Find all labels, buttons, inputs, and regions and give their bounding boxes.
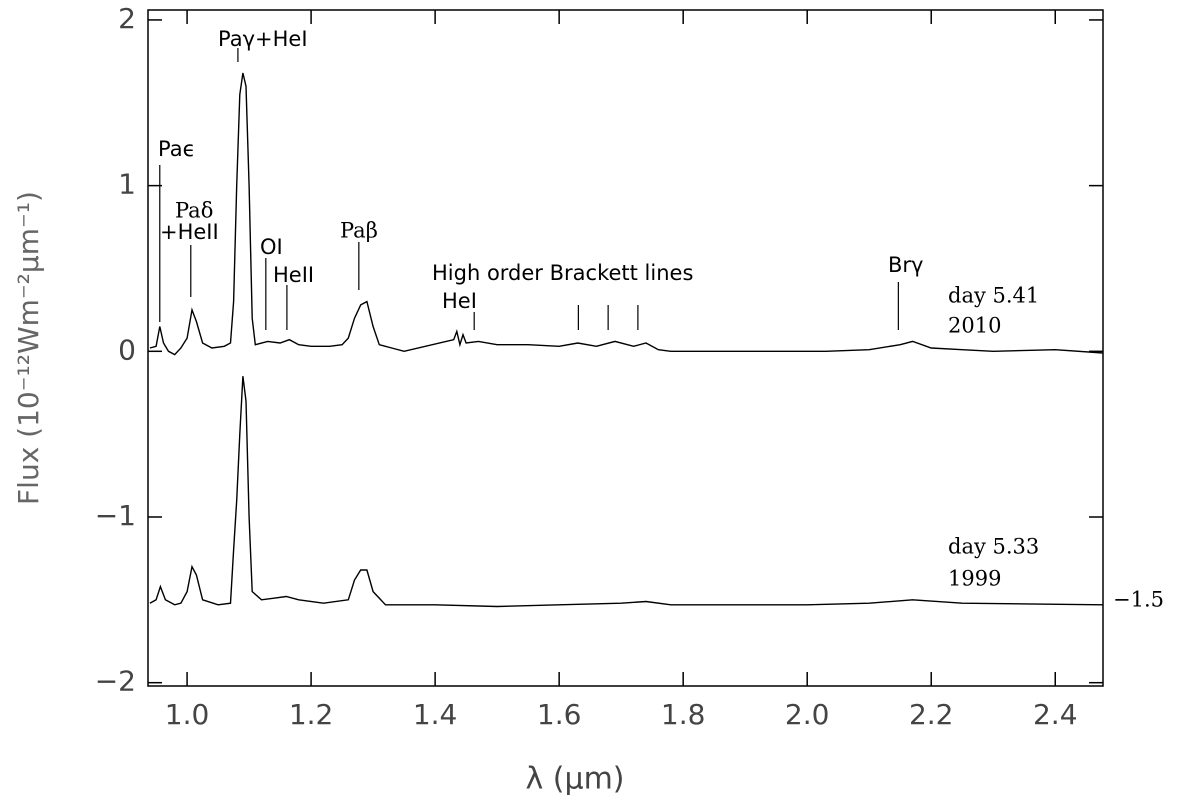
series-label: 1999 [948,567,1001,591]
line-annotation: Paγ+HeI [218,27,308,51]
series-label: day 5.33 [948,535,1039,559]
y-tick-label: 0 [118,333,136,366]
line-annotation: OI [260,235,283,259]
y-tick-label: −1 [95,499,136,532]
x-tick-label: 1.2 [289,698,334,731]
plot-frame [147,9,1104,687]
line-annotation: +HeII [160,220,219,244]
y-tick-label: 2 [118,2,136,35]
spectrum-line [149,376,1104,608]
y-axis-label: Flux (10⁻¹²Wm⁻²μm⁻¹) [12,191,45,505]
y-tick-label: 1 [118,168,136,201]
spectrum-line [149,72,1104,356]
series-label: 2010 [948,314,1001,338]
series-label: day 5.41 [948,284,1039,308]
x-tick-label: 2.0 [785,698,830,731]
x-tick-label: 2.2 [909,698,954,731]
x-tick-label: 1.4 [413,698,458,731]
x-axis-label: λ (μm) [525,762,624,797]
line-annotation: High order Brackett lines [432,261,693,285]
y-tick-label: −2 [95,665,136,698]
x-tick-label: 1.8 [661,698,706,731]
line-annotation: Paβ [340,219,378,243]
line-annotation: HeI [442,289,477,313]
x-tick-label: 1.0 [165,698,210,731]
line-annotation: HeII [273,263,314,287]
line-annotation: Paδ [175,199,213,223]
offset-label: −1.5 [1113,588,1164,612]
x-tick-label: 1.6 [537,698,582,731]
x-tick-label: 2.4 [1033,698,1078,731]
line-annotation: Brγ [888,253,923,277]
line-annotation: Paϵ [158,137,196,161]
